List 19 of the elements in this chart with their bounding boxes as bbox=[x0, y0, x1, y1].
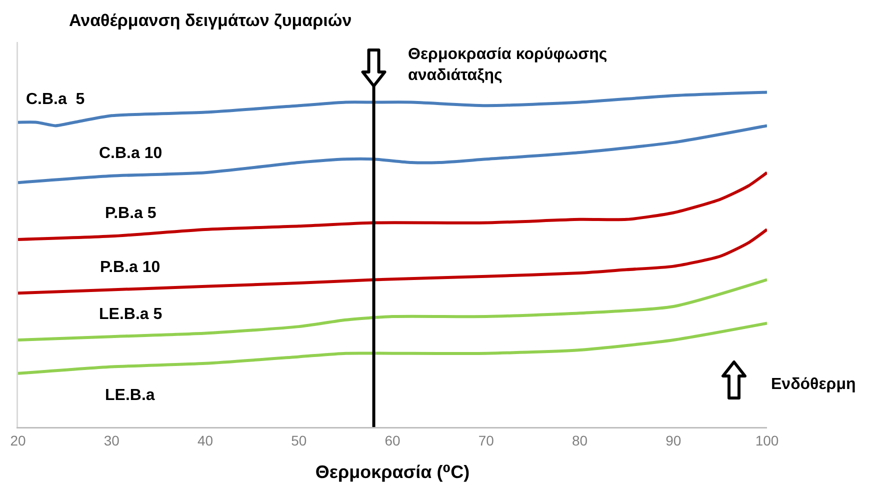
x-tick-label: 70 bbox=[478, 432, 494, 448]
x-tick-label: 30 bbox=[104, 432, 120, 448]
x-tick-label: 20 bbox=[10, 432, 26, 448]
chart-title: Αναθέρμανση δειγμάτων ζυμαριών bbox=[69, 11, 352, 30]
x-tick-label: 50 bbox=[291, 432, 307, 448]
x-tick-label: 90 bbox=[666, 432, 682, 448]
x-tick-label: 40 bbox=[197, 432, 214, 448]
ref-line-label: Θερμοκρασία κορύφωσης αναδιάταξης bbox=[408, 46, 608, 84]
x-tick-label: 60 bbox=[384, 432, 400, 448]
series-label: P.B.a 5 bbox=[105, 205, 156, 222]
x-axis-title: Θερμοκρασία (⁰C) bbox=[315, 462, 470, 482]
x-tick-label: 80 bbox=[572, 432, 588, 448]
series-label: LE.B.a bbox=[105, 387, 155, 404]
series-label: C.B.a 5 bbox=[26, 91, 85, 108]
text: Ενδόθερμη bbox=[771, 376, 856, 393]
series-label: LE.B.a 5 bbox=[99, 306, 162, 323]
series-label: C.B.a 10 bbox=[99, 145, 162, 162]
series-label: P.B.a 10 bbox=[100, 259, 160, 276]
x-tick-label: 100 bbox=[755, 432, 779, 448]
